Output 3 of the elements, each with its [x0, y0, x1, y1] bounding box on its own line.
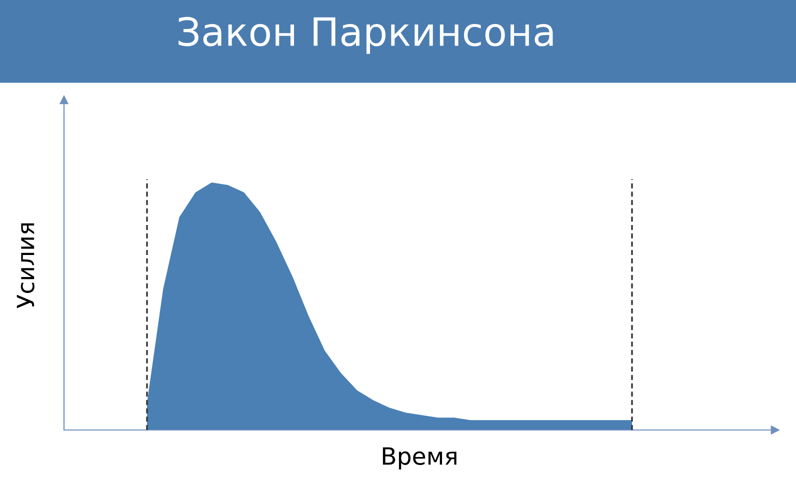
y-axis-title: Усилия	[16, 223, 34, 308]
x-axis-title: Время	[382, 447, 456, 470]
chart-title: Закон Паркинсона	[178, 16, 553, 54]
